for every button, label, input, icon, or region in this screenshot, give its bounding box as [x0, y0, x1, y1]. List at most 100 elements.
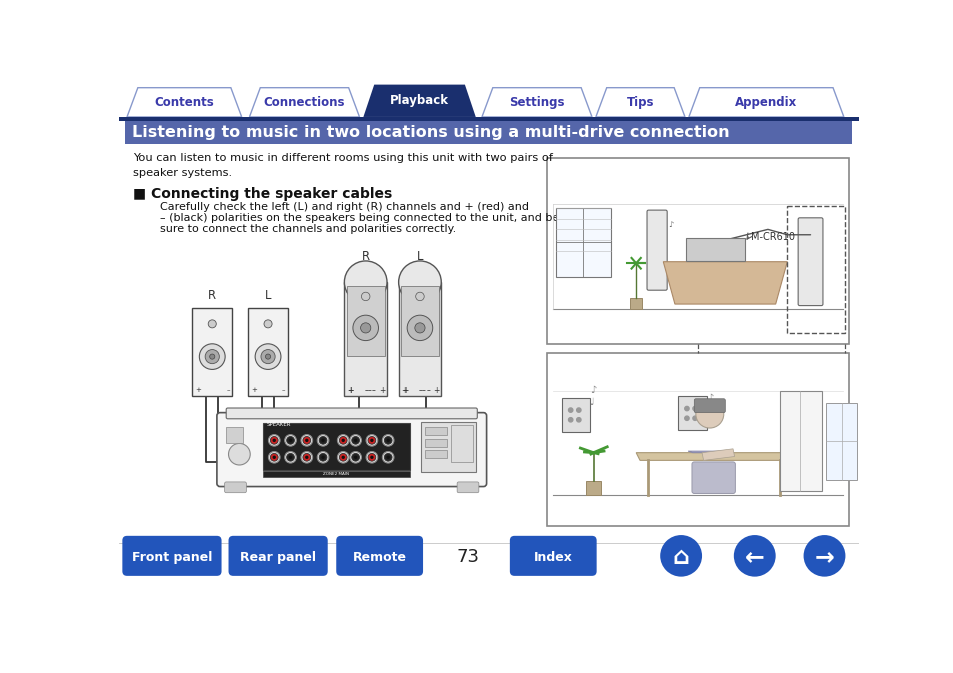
Circle shape	[398, 261, 441, 304]
Text: L: L	[416, 250, 423, 263]
Text: Contents: Contents	[154, 96, 214, 109]
Circle shape	[303, 454, 311, 461]
FancyBboxPatch shape	[629, 298, 641, 310]
Circle shape	[321, 456, 324, 459]
Text: ♪: ♪	[707, 393, 713, 403]
Text: Front panel: Front panel	[132, 551, 212, 564]
Polygon shape	[636, 453, 802, 460]
FancyBboxPatch shape	[779, 391, 821, 491]
FancyBboxPatch shape	[229, 536, 328, 576]
Text: –: –	[421, 386, 425, 395]
Text: –: –	[364, 386, 368, 395]
Circle shape	[284, 435, 296, 446]
Text: You can listen to music in different rooms using this unit with two pairs of
spe: You can listen to music in different roo…	[133, 153, 553, 178]
Circle shape	[317, 435, 329, 446]
Circle shape	[229, 444, 250, 465]
FancyBboxPatch shape	[400, 286, 438, 356]
FancyBboxPatch shape	[262, 423, 410, 470]
Circle shape	[384, 454, 392, 461]
Text: +: +	[195, 387, 201, 393]
Text: SPEAKER: SPEAKER	[266, 422, 291, 427]
Circle shape	[270, 454, 278, 461]
Text: –: –	[282, 387, 285, 393]
FancyBboxPatch shape	[224, 482, 246, 493]
FancyBboxPatch shape	[451, 425, 472, 462]
FancyBboxPatch shape	[685, 238, 744, 261]
FancyBboxPatch shape	[216, 413, 486, 487]
Circle shape	[321, 439, 324, 442]
Text: +: +	[401, 386, 408, 395]
Text: R: R	[361, 250, 370, 263]
Text: →: →	[814, 545, 834, 569]
FancyBboxPatch shape	[556, 208, 610, 277]
Text: +: +	[379, 386, 385, 395]
FancyBboxPatch shape	[546, 157, 848, 344]
FancyBboxPatch shape	[585, 481, 600, 495]
Circle shape	[692, 406, 697, 411]
Text: –: –	[418, 386, 422, 395]
Circle shape	[368, 454, 375, 461]
FancyBboxPatch shape	[798, 218, 822, 306]
Text: ♪: ♪	[667, 220, 673, 229]
Text: M-CR610: M-CR610	[750, 232, 794, 242]
Text: ←: ←	[744, 545, 763, 569]
Circle shape	[386, 456, 390, 459]
FancyBboxPatch shape	[344, 282, 387, 396]
Circle shape	[284, 452, 296, 463]
Circle shape	[317, 452, 329, 463]
Circle shape	[350, 435, 361, 446]
Circle shape	[384, 437, 392, 444]
Text: +: +	[346, 386, 353, 395]
Circle shape	[382, 452, 394, 463]
Circle shape	[268, 452, 280, 463]
Circle shape	[208, 320, 216, 328]
Circle shape	[416, 292, 424, 301]
FancyBboxPatch shape	[561, 398, 590, 432]
Text: Tips: Tips	[626, 96, 654, 109]
Circle shape	[568, 418, 572, 422]
Circle shape	[684, 406, 688, 411]
Text: Playback: Playback	[390, 94, 449, 107]
Polygon shape	[363, 85, 476, 117]
FancyBboxPatch shape	[425, 439, 447, 446]
Text: +: +	[400, 386, 407, 395]
Circle shape	[339, 454, 347, 461]
Polygon shape	[701, 449, 734, 460]
Circle shape	[268, 435, 280, 446]
Circle shape	[695, 400, 723, 428]
Circle shape	[692, 416, 697, 421]
Text: ♪
♩: ♪ ♩	[589, 386, 596, 407]
FancyBboxPatch shape	[262, 471, 410, 477]
Text: Appendix: Appendix	[735, 96, 797, 109]
Circle shape	[576, 418, 580, 422]
FancyBboxPatch shape	[546, 353, 848, 526]
Text: R: R	[208, 289, 216, 302]
FancyBboxPatch shape	[248, 308, 288, 396]
FancyBboxPatch shape	[226, 408, 476, 419]
Text: Index: Index	[534, 551, 572, 564]
Circle shape	[350, 452, 361, 463]
Circle shape	[366, 435, 377, 446]
FancyBboxPatch shape	[646, 210, 666, 290]
Circle shape	[568, 408, 572, 413]
FancyBboxPatch shape	[825, 402, 856, 480]
Circle shape	[305, 439, 308, 442]
FancyBboxPatch shape	[125, 120, 852, 144]
Text: Listening to music in two locations using a multi-drive connection: Listening to music in two locations usin…	[132, 125, 728, 140]
Text: ♩: ♩	[707, 403, 711, 413]
FancyBboxPatch shape	[425, 427, 447, 435]
Circle shape	[407, 315, 433, 341]
Circle shape	[361, 292, 370, 301]
Circle shape	[344, 261, 387, 304]
Circle shape	[659, 535, 701, 577]
Text: –: –	[372, 386, 375, 395]
Text: –: –	[226, 387, 230, 393]
Circle shape	[684, 416, 688, 421]
Polygon shape	[687, 451, 731, 453]
Circle shape	[341, 439, 345, 442]
FancyBboxPatch shape	[346, 286, 384, 356]
Text: ZONE2 MAIN: ZONE2 MAIN	[323, 472, 349, 476]
Circle shape	[319, 437, 327, 444]
Circle shape	[303, 437, 311, 444]
Circle shape	[286, 437, 294, 444]
